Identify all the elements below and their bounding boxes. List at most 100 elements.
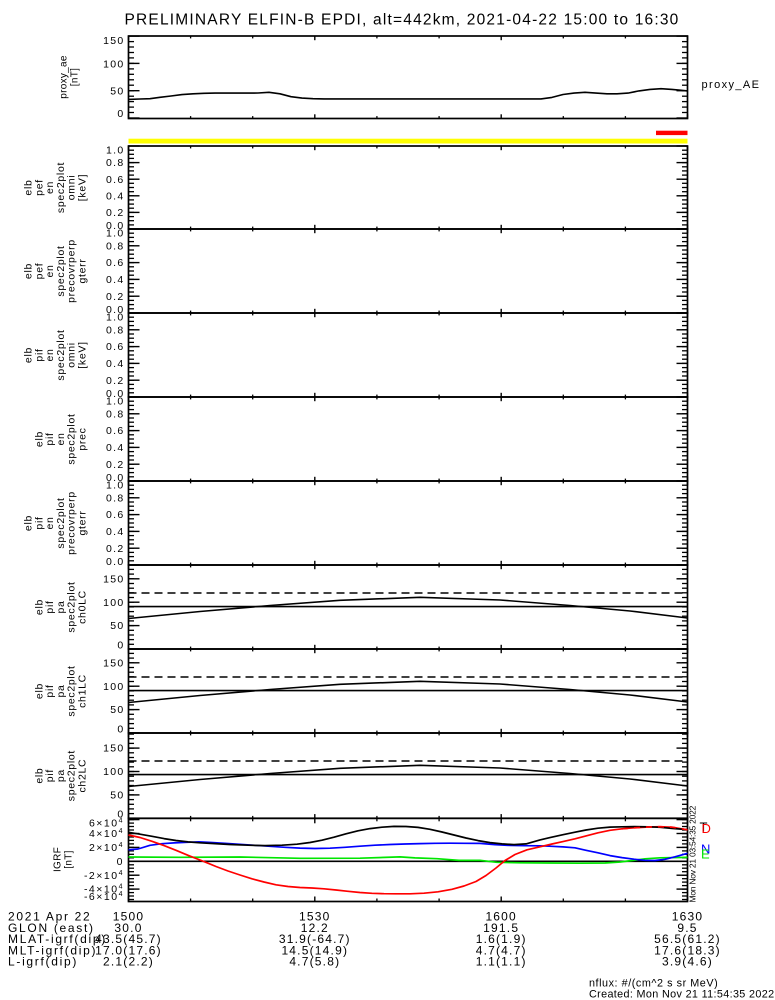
svg-text:100: 100	[103, 681, 124, 693]
svg-text:0.4: 0.4	[106, 442, 125, 454]
svg-text:precovrperp: precovrperp	[66, 239, 78, 303]
svg-text:elb: elb	[23, 347, 35, 363]
svg-text:nflux: #/(cm^2 s sr MeV): nflux: #/(cm^2 s sr MeV)	[589, 978, 718, 990]
svg-text:precovrperp: precovrperp	[66, 491, 78, 555]
svg-text:0.6: 0.6	[106, 425, 125, 437]
svg-text:-4×104: -4×104	[84, 884, 124, 896]
svg-text:4.7(5.8): 4.7(5.8)	[289, 955, 340, 969]
svg-text:0.0: 0.0	[106, 556, 125, 568]
svg-text:150: 150	[103, 743, 124, 755]
svg-text:56.5(61.2): 56.5(61.2)	[654, 932, 721, 946]
svg-text:en: en	[55, 432, 67, 445]
svg-text:prec: prec	[77, 427, 89, 450]
svg-text:2×104: 2×104	[89, 842, 124, 854]
svg-text:spec2plot: spec2plot	[55, 162, 67, 213]
svg-text:1.6(1.9): 1.6(1.9)	[476, 932, 527, 946]
svg-text:0.6: 0.6	[106, 341, 125, 353]
svg-text:100: 100	[103, 597, 124, 609]
svg-text:[nT]: [nT]	[64, 850, 75, 868]
svg-text:1.0: 1.0	[106, 395, 125, 407]
svg-text:proxy_ae: proxy_ae	[59, 55, 70, 99]
svg-text:pa: pa	[55, 769, 67, 782]
svg-text:1.0: 1.0	[106, 144, 125, 156]
svg-text:elb: elb	[23, 263, 35, 279]
svg-text:pef: pef	[33, 179, 45, 196]
svg-text:2.1(2.2): 2.1(2.2)	[103, 955, 154, 969]
svg-text:spec2plot: spec2plot	[66, 665, 78, 716]
svg-text:T: T	[700, 820, 708, 835]
svg-text:0.0: 0.0	[106, 220, 125, 232]
svg-text:0: 0	[117, 856, 124, 868]
svg-text:1.0: 1.0	[106, 227, 125, 239]
svg-text:spec2plot: spec2plot	[55, 329, 67, 380]
svg-text:en: en	[44, 181, 56, 194]
svg-text:1600: 1600	[485, 910, 517, 924]
svg-text:0.2: 0.2	[106, 375, 125, 387]
svg-text:17.0(17.6): 17.0(17.6)	[95, 943, 162, 957]
svg-text:[keV]: [keV]	[77, 174, 89, 201]
svg-text:gterr: gterr	[77, 258, 89, 283]
svg-text:elb: elb	[33, 599, 45, 615]
svg-text:E: E	[701, 847, 710, 862]
svg-text:0: 0	[117, 723, 124, 735]
svg-text:gterr: gterr	[77, 510, 89, 535]
svg-text:en: en	[44, 516, 56, 529]
svg-text:Created: Mon Nov 21 11:54:35 2: Created: Mon Nov 21 11:54:35 2022	[589, 989, 774, 1000]
svg-text:0: 0	[117, 639, 124, 651]
svg-text:14.5(14.9): 14.5(14.9)	[281, 943, 348, 957]
svg-text:0.8: 0.8	[106, 492, 125, 504]
svg-text:1.0: 1.0	[106, 479, 125, 491]
svg-text:spec2plot: spec2plot	[66, 581, 78, 632]
svg-text:3.9(4.6): 3.9(4.6)	[662, 955, 713, 969]
svg-text:0.4: 0.4	[106, 190, 125, 202]
svg-text:spec2plot: spec2plot	[55, 497, 67, 548]
svg-text:Mon Nov 21 03:54:35 2022: Mon Nov 21 03:54:35 2022	[688, 805, 698, 902]
svg-text:150: 150	[103, 573, 124, 585]
svg-text:pa: pa	[55, 684, 67, 697]
svg-text:N: N	[701, 842, 710, 857]
svg-text:1.1(1.1): 1.1(1.1)	[476, 955, 527, 969]
svg-text:0.0: 0.0	[106, 388, 125, 400]
svg-text:ch1LC: ch1LC	[77, 674, 89, 708]
svg-text:pif: pif	[44, 684, 56, 697]
svg-text:0.2: 0.2	[106, 207, 125, 219]
svg-text:0.4: 0.4	[106, 274, 125, 286]
svg-text:0.8: 0.8	[106, 408, 125, 420]
svg-text:MLT-igrf(dip): MLT-igrf(dip)	[8, 943, 97, 957]
svg-text:0.4: 0.4	[106, 526, 125, 538]
svg-text:0.4: 0.4	[106, 358, 125, 370]
svg-text:pef: pef	[33, 263, 45, 280]
svg-text:43.5(45.7): 43.5(45.7)	[95, 932, 162, 946]
svg-text:0.0: 0.0	[106, 472, 125, 484]
svg-text:6×104: 6×104	[89, 818, 124, 830]
svg-text:spec2plot: spec2plot	[55, 245, 67, 296]
svg-text:0: 0	[117, 809, 124, 821]
svg-text:150: 150	[103, 35, 124, 47]
svg-text:0.6: 0.6	[106, 257, 125, 269]
svg-text:2021 Apr 22: 2021 Apr 22	[8, 910, 91, 924]
svg-text:1530: 1530	[299, 910, 331, 924]
svg-text:pif: pif	[44, 600, 56, 613]
svg-text:ch0LC: ch0LC	[77, 590, 89, 624]
svg-text:pif: pif	[33, 348, 45, 361]
svg-text:4×104: 4×104	[89, 828, 124, 840]
svg-text:omni: omni	[66, 342, 78, 368]
svg-text:50: 50	[110, 620, 124, 632]
svg-text:elb: elb	[33, 683, 45, 699]
svg-text:elb: elb	[33, 768, 45, 784]
svg-text:0.8: 0.8	[106, 240, 125, 252]
svg-text:pa: pa	[55, 600, 67, 613]
svg-text:0: 0	[117, 108, 124, 120]
svg-text:pif: pif	[44, 432, 56, 445]
svg-text:omni: omni	[66, 175, 78, 201]
svg-text:-6×104: -6×104	[84, 891, 124, 903]
svg-text:ch2LC: ch2LC	[77, 759, 89, 793]
svg-text:0.0: 0.0	[106, 304, 125, 316]
svg-text:100: 100	[103, 766, 124, 778]
svg-text:4.7(4.7): 4.7(4.7)	[476, 943, 527, 957]
svg-text:spec2plot: spec2plot	[66, 413, 78, 464]
svg-text:17.6(18.3): 17.6(18.3)	[654, 943, 721, 957]
svg-text:50: 50	[110, 86, 124, 98]
svg-text:1630: 1630	[672, 910, 704, 924]
svg-text:-2×104: -2×104	[84, 870, 124, 882]
